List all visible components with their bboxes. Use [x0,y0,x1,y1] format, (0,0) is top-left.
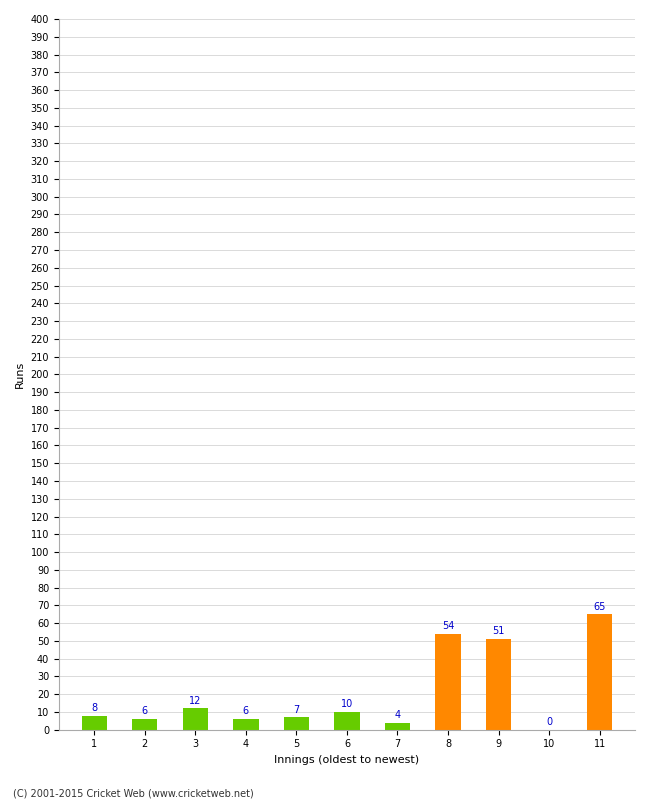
Text: 10: 10 [341,699,353,710]
Bar [233,719,259,730]
Text: 12: 12 [189,696,202,706]
Bar [334,712,359,730]
Text: 7: 7 [293,705,300,714]
Text: 4: 4 [395,710,400,720]
Text: 65: 65 [593,602,606,611]
Text: 0: 0 [546,717,552,727]
Text: (C) 2001-2015 Cricket Web (www.cricketweb.net): (C) 2001-2015 Cricket Web (www.cricketwe… [13,788,254,798]
Text: 6: 6 [142,706,148,716]
Bar [284,718,309,730]
Text: 51: 51 [492,626,505,637]
Text: 54: 54 [442,621,454,631]
Bar [587,614,612,730]
Y-axis label: Runs: Runs [15,361,25,388]
Bar [486,639,511,730]
Bar [385,722,410,730]
X-axis label: Innings (oldest to newest): Innings (oldest to newest) [274,755,419,765]
Text: 6: 6 [243,706,249,716]
Bar [82,715,107,730]
Bar [132,719,157,730]
Bar [183,709,208,730]
Text: 8: 8 [91,703,98,713]
Bar [436,634,461,730]
